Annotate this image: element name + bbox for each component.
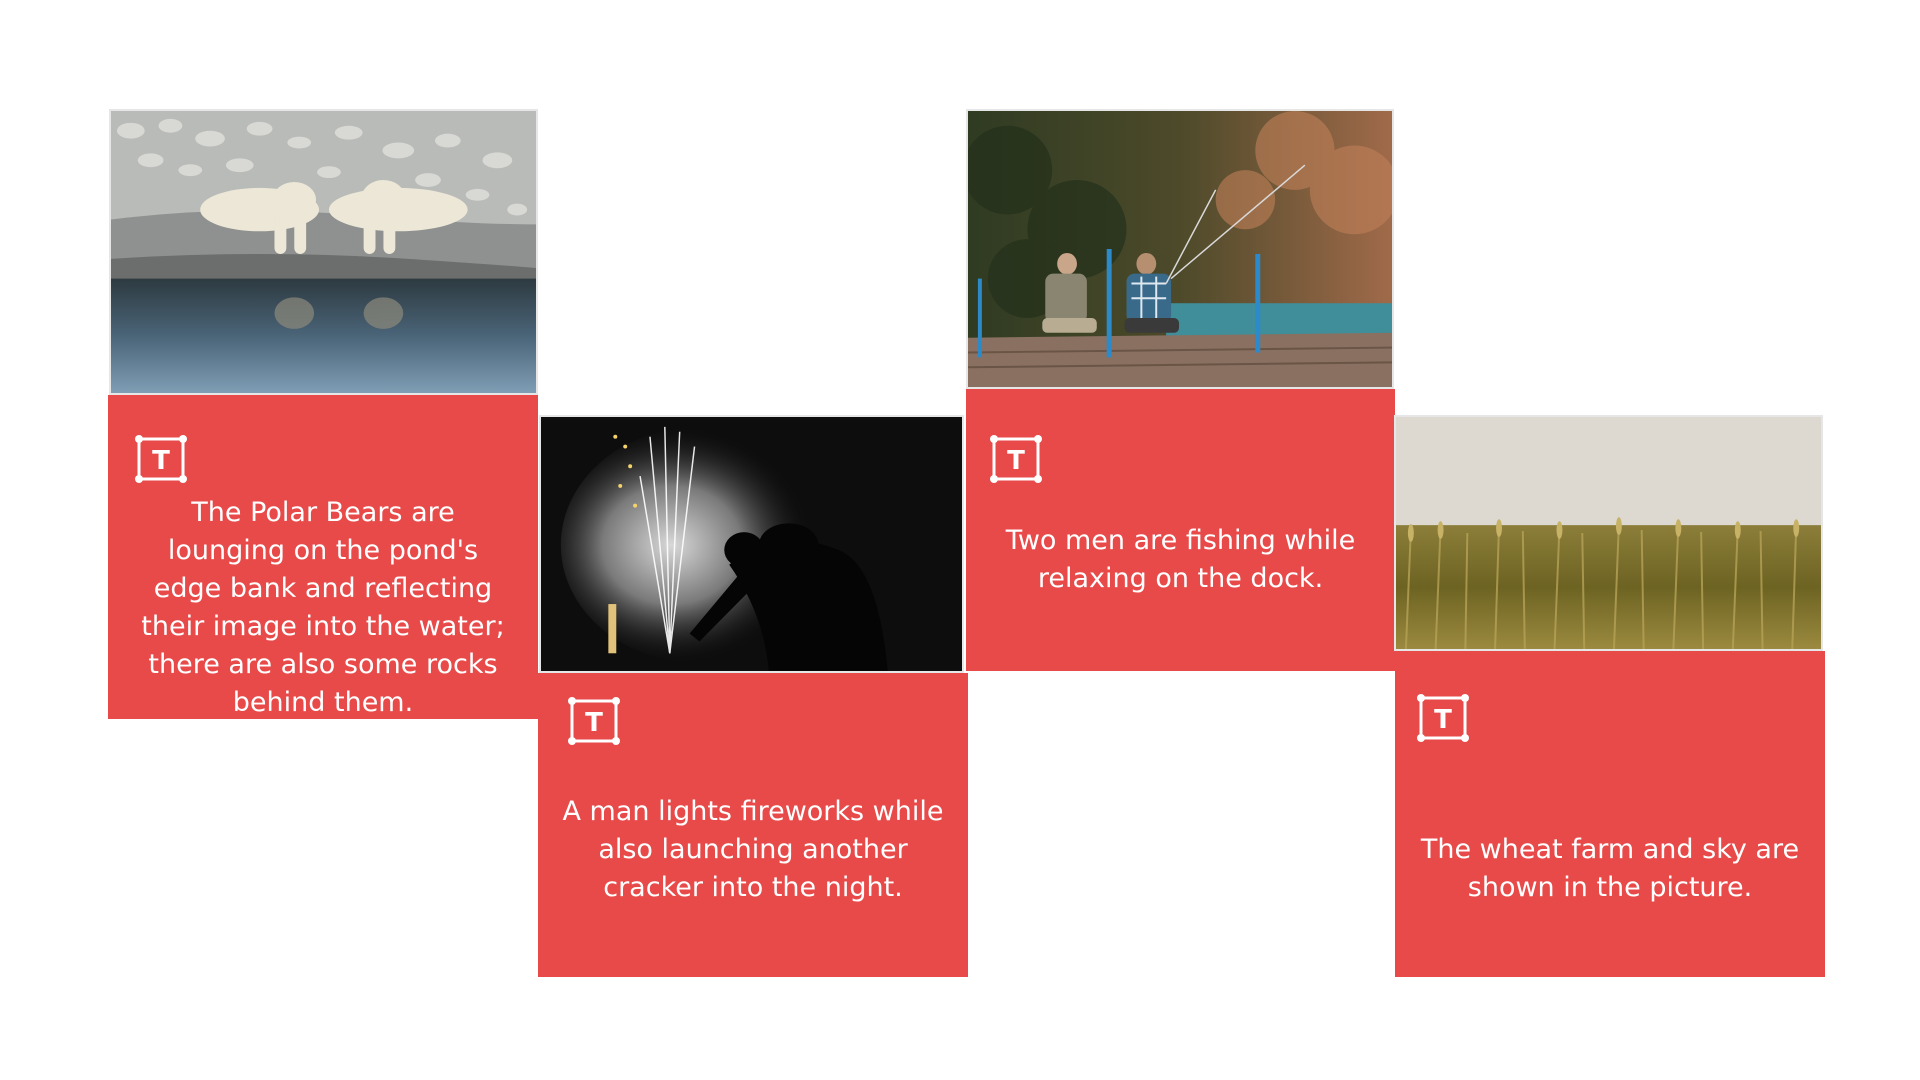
text-box-icon: T [135, 435, 187, 483]
card-caption: The Polar Bears are lounging on the pond… [141, 497, 505, 718]
text-box-icon: T [1417, 694, 1469, 742]
svg-text:T: T [152, 446, 170, 476]
fishing-dock-photo [966, 109, 1394, 389]
card-caption: The wheat farm and sky are shown in the … [1420, 834, 1800, 903]
caption-panel: T A man lights fireworks while also laun… [538, 673, 968, 977]
caption-panel: T The wheat farm and sky are shown in th… [1395, 651, 1825, 977]
card-caption: A man lights fireworks while also launch… [562, 796, 944, 903]
caption-panel: T Two men are fishing while relaxing on … [966, 389, 1395, 671]
card-caption: Two men are fishing while relaxing on th… [1005, 525, 1356, 594]
svg-text:T: T [585, 708, 603, 738]
text-box-icon: T [990, 435, 1042, 483]
polar-bears-photo [109, 109, 538, 395]
svg-text:T: T [1007, 446, 1025, 476]
fireworks-photo [539, 415, 964, 673]
text-box-icon: T [568, 697, 620, 745]
caption-panel: T The Polar Bears are lounging on the po… [108, 395, 538, 719]
wheat-farm-photo [1394, 415, 1823, 651]
svg-text:T: T [1434, 705, 1452, 735]
